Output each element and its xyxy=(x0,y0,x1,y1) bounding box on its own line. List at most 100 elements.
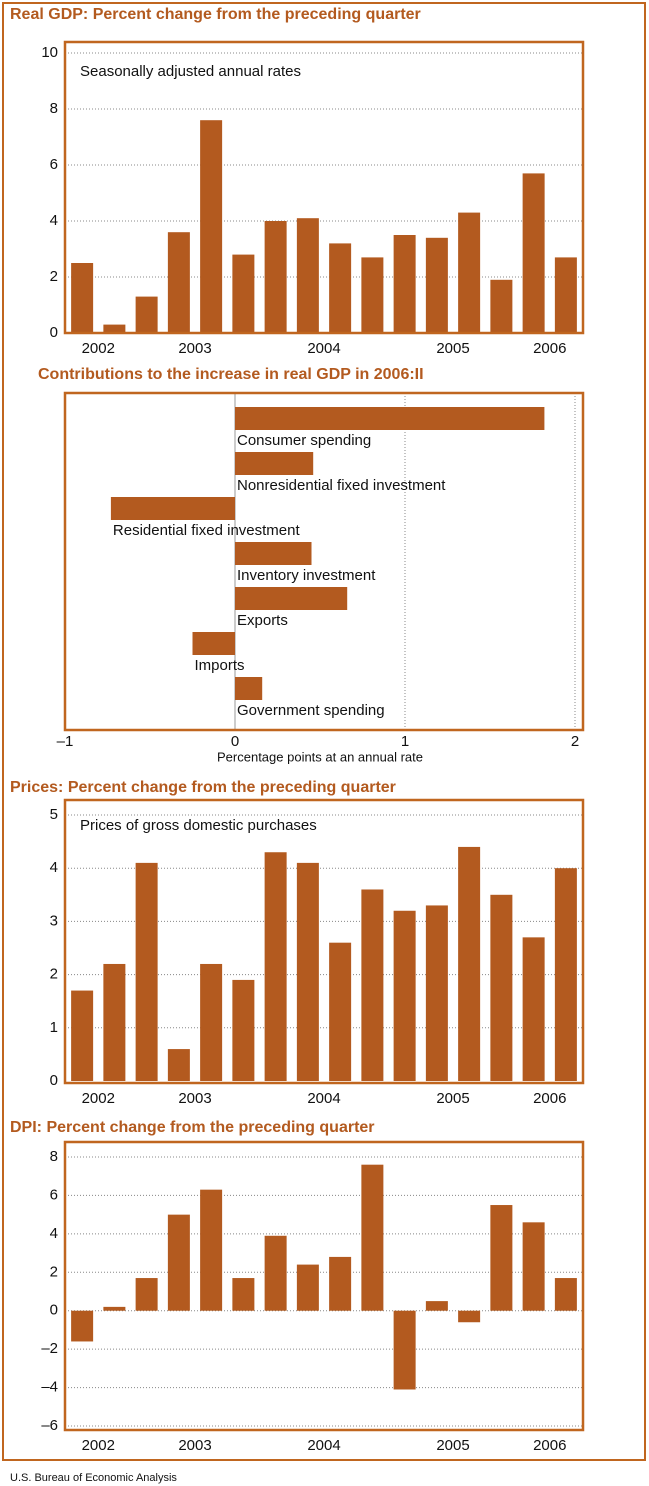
bar xyxy=(200,1189,223,1311)
bar xyxy=(192,632,235,655)
bar-label: Residential fixed investment xyxy=(113,522,301,539)
bar xyxy=(264,221,287,333)
y-tick-label: 8 xyxy=(50,1148,58,1165)
bar xyxy=(167,1049,190,1081)
y-tick-label: 4 xyxy=(50,212,58,229)
x-tick-label: 1 xyxy=(401,733,409,750)
x-tick-label: 2 xyxy=(571,733,579,750)
bar xyxy=(458,846,481,1081)
bar xyxy=(393,910,416,1081)
bar xyxy=(264,852,287,1081)
bar xyxy=(522,1222,545,1311)
y-tick-label: 6 xyxy=(50,156,58,173)
bar xyxy=(490,1205,513,1311)
bar xyxy=(458,1310,481,1323)
bar xyxy=(167,1214,190,1311)
bar xyxy=(232,254,255,333)
bar xyxy=(329,942,352,1081)
bar xyxy=(71,1310,94,1342)
y-tick-label: 10 xyxy=(41,44,58,61)
bar xyxy=(554,257,577,333)
bar xyxy=(135,1278,158,1311)
bar xyxy=(425,237,448,333)
x-tick-label: 2004 xyxy=(307,1437,340,1454)
bar xyxy=(200,963,223,1081)
bar xyxy=(235,677,263,700)
bar xyxy=(329,1256,352,1311)
bar xyxy=(135,862,158,1081)
bar xyxy=(490,894,513,1081)
frame xyxy=(2,2,646,1461)
bar-label: Consumer spending xyxy=(237,432,371,449)
bar-label: Exports xyxy=(237,612,288,629)
bar xyxy=(71,263,94,333)
bar xyxy=(71,990,94,1081)
bar xyxy=(110,497,235,520)
footer: U.S. Bureau of Economic Analysis xyxy=(10,1472,177,1484)
x-tick-label: 2006 xyxy=(533,1090,566,1107)
chart-title: Contributions to the increase in real GD… xyxy=(38,366,424,383)
x-tick-label: 2006 xyxy=(533,340,566,357)
bar-label: Nonresidential fixed investment xyxy=(237,477,446,494)
bar xyxy=(235,407,545,430)
chart-title: Real GDP: Percent change from the preced… xyxy=(10,6,421,23)
bar xyxy=(232,979,255,1081)
bar xyxy=(103,963,126,1081)
y-tick-label: 8 xyxy=(50,100,58,117)
bar xyxy=(425,1301,448,1311)
x-tick-label: 2002 xyxy=(82,1090,115,1107)
bar xyxy=(296,218,319,333)
y-tick-label: 2 xyxy=(50,966,58,983)
x-tick-label: 2004 xyxy=(307,1090,340,1107)
bar xyxy=(103,1306,126,1311)
bar xyxy=(361,1164,384,1311)
plot-box xyxy=(63,40,585,335)
y-tick-label: 0 xyxy=(50,1302,58,1319)
bar xyxy=(200,120,223,333)
x-tick-label: 2006 xyxy=(533,1437,566,1454)
bar xyxy=(361,257,384,333)
y-tick-label: –4 xyxy=(41,1379,58,1396)
bar xyxy=(361,889,384,1081)
bar-label: Inventory investment xyxy=(237,567,376,584)
y-tick-label: 0 xyxy=(50,324,58,341)
y-tick-label: –2 xyxy=(41,1340,58,1357)
bar xyxy=(235,542,312,565)
plot-box xyxy=(63,798,585,1085)
y-tick-label: 4 xyxy=(50,859,58,876)
bar xyxy=(296,1264,319,1311)
y-tick-label: 2 xyxy=(50,268,58,285)
y-tick-label: 6 xyxy=(50,1186,58,1203)
y-tick-label: 1 xyxy=(50,1019,58,1036)
chart-subtitle: Seasonally adjusted annual rates xyxy=(80,63,301,80)
bar xyxy=(554,1278,577,1311)
bar xyxy=(393,235,416,333)
bar xyxy=(522,937,545,1081)
y-tick-label: –6 xyxy=(41,1417,58,1434)
x-tick-label: 2002 xyxy=(82,1437,115,1454)
bar xyxy=(490,279,513,333)
x-tick-label: 2003 xyxy=(178,1437,211,1454)
chart-title: DPI: Percent change from the preceding q… xyxy=(10,1119,375,1136)
bar xyxy=(296,862,319,1081)
x-tick-label: 2005 xyxy=(436,1437,469,1454)
y-tick-label: 3 xyxy=(50,912,58,929)
bar-label: Imports xyxy=(195,657,245,674)
y-tick-label: 4 xyxy=(50,1225,58,1242)
bar xyxy=(235,587,348,610)
bar xyxy=(135,296,158,333)
x-tick-label: 2003 xyxy=(178,340,211,357)
x-tick-label: 2005 xyxy=(436,340,469,357)
bar-label: Government spending xyxy=(237,702,385,719)
bar xyxy=(329,243,352,333)
bar xyxy=(232,1278,255,1311)
y-tick-label: 5 xyxy=(50,806,58,823)
chart-title: Prices: Percent change from the precedin… xyxy=(10,779,396,796)
bar xyxy=(458,212,481,333)
plot-box xyxy=(63,1140,585,1432)
x-tick-label: 2004 xyxy=(307,340,340,357)
bar xyxy=(264,1235,287,1311)
x-tick-label: 0 xyxy=(231,733,239,750)
bar xyxy=(522,173,545,333)
